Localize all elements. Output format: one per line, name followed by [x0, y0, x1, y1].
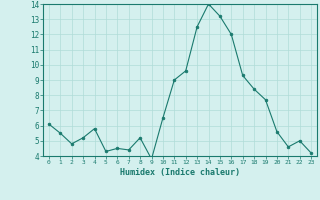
X-axis label: Humidex (Indice chaleur): Humidex (Indice chaleur) [120, 168, 240, 177]
